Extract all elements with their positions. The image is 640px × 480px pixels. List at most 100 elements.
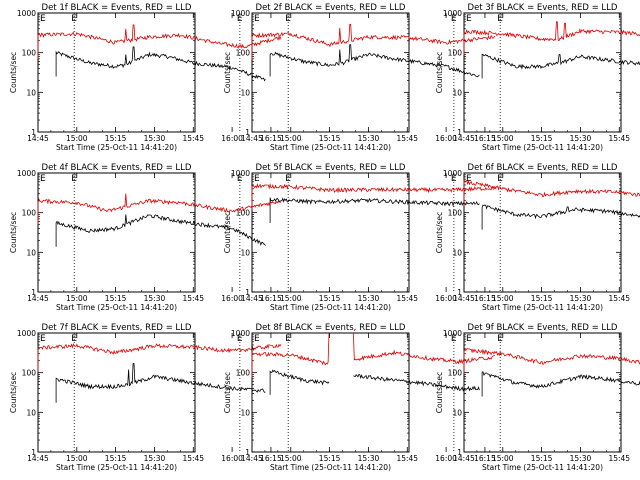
plot-frame bbox=[463, 332, 622, 453]
plot-frame bbox=[251, 332, 410, 453]
x-tick-label: 15:30 bbox=[358, 454, 380, 463]
x-tick-label: 15:00 bbox=[280, 294, 302, 303]
x-tick-label: 15:15 bbox=[531, 134, 553, 143]
x-tick-label: 15:30 bbox=[358, 294, 380, 303]
x-tick-label: 15:45 bbox=[396, 454, 418, 463]
x-tick-label: 16:15 bbox=[260, 294, 282, 303]
x-axis-label: Start Time (25-Oct-11 14:41:20) bbox=[56, 463, 177, 472]
x-tick-label: 15:15 bbox=[319, 294, 341, 303]
y-tick-label: 1000 bbox=[231, 169, 250, 178]
plot-frame bbox=[463, 12, 622, 133]
detector-panel: Det 1f BLACK = Events, RED = LLD 1 10 100 10… bbox=[9, 3, 282, 152]
x-tick-label: 16:00 bbox=[221, 294, 243, 303]
y-tick-label: 100 bbox=[236, 369, 251, 378]
y-tick-label: 1 bbox=[457, 288, 462, 297]
x-tick-label: 15:30 bbox=[144, 454, 166, 463]
y-tick-label: 1000 bbox=[231, 329, 250, 338]
marker-label: E bbox=[254, 14, 260, 24]
y-tick-label: 1 bbox=[245, 288, 250, 297]
y-tick-label: 100 bbox=[236, 209, 251, 218]
x-tick-label: 16:15 bbox=[260, 134, 282, 143]
marker-label: E bbox=[40, 174, 46, 184]
x-axis-label: Start Time (25-Oct-11 14:41:20) bbox=[56, 303, 177, 312]
y-tick-label: 100 bbox=[448, 209, 463, 218]
marker-label: E bbox=[71, 174, 77, 184]
plot-frame bbox=[251, 172, 410, 293]
x-tick-label: 15:00 bbox=[492, 134, 514, 143]
y-tick-label: 10 bbox=[452, 248, 462, 257]
x-axis-label: Start Time (25-Oct-11 14:41:20) bbox=[270, 303, 391, 312]
x-tick-label: 16:15 bbox=[474, 454, 496, 463]
x-tick-label: 15:15 bbox=[531, 454, 553, 463]
y-tick-label: 10 bbox=[240, 248, 250, 257]
y-tick-label: 10 bbox=[452, 408, 462, 417]
y-tick-label: 1000 bbox=[17, 169, 36, 178]
x-tick-label: 14:45 bbox=[453, 294, 475, 303]
y-axis-label: Counts/sec bbox=[9, 372, 18, 413]
events-rate-line bbox=[55, 214, 266, 247]
x-tick-label: 15:30 bbox=[358, 134, 380, 143]
x-tick-label: 15:00 bbox=[492, 454, 514, 463]
y-tick-label: 1 bbox=[457, 128, 462, 137]
y-tick-label: 100 bbox=[448, 369, 463, 378]
x-tick-label: 15:15 bbox=[319, 134, 341, 143]
x-axis-label: Start Time (25-Oct-11 14:41:20) bbox=[270, 143, 391, 152]
x-tick-label: 14:45 bbox=[27, 454, 49, 463]
events-rate-line bbox=[481, 204, 640, 230]
marker-label: E bbox=[254, 174, 260, 184]
marker-label: E bbox=[237, 334, 243, 344]
plot-frame bbox=[251, 12, 410, 133]
x-tick-label: 14:45 bbox=[241, 134, 263, 143]
panel-title: Det 6f BLACK = Events, RED = LLD bbox=[468, 163, 618, 173]
marker-label: E bbox=[466, 174, 472, 184]
detector-panel: Det 5f BLACK = Events, RED = LLD 1 10 100 10… bbox=[223, 163, 496, 312]
y-tick-label: 10 bbox=[26, 248, 36, 257]
x-axis-label: Start Time (25-Oct-11 14:41:20) bbox=[56, 143, 177, 152]
y-axis-label: Counts/sec bbox=[9, 212, 18, 253]
x-tick-label: 15:30 bbox=[144, 294, 166, 303]
y-tick-label: 100 bbox=[22, 369, 37, 378]
events-rate-line bbox=[269, 44, 480, 78]
x-tick-label: 15:15 bbox=[105, 294, 127, 303]
lld-rate-line bbox=[463, 179, 640, 206]
y-tick-label: 10 bbox=[240, 408, 250, 417]
marker-label: E bbox=[71, 14, 77, 24]
x-tick-label: 15:45 bbox=[608, 454, 630, 463]
x-tick-label: 15:00 bbox=[66, 454, 88, 463]
x-tick-label: 15:45 bbox=[182, 134, 204, 143]
marker-label: E bbox=[285, 14, 291, 24]
y-tick-label: 1 bbox=[31, 288, 36, 297]
events-rate-line bbox=[269, 197, 480, 223]
x-tick-label: 15:00 bbox=[280, 134, 302, 143]
x-tick-label: 15:00 bbox=[492, 294, 514, 303]
y-axis-label: Counts/sec bbox=[223, 212, 232, 253]
y-tick-label: 1 bbox=[457, 448, 462, 457]
marker-label: E bbox=[254, 334, 260, 344]
y-axis-label: Counts/sec bbox=[223, 372, 232, 413]
y-tick-label: 1 bbox=[245, 448, 250, 457]
lld-rate-line bbox=[251, 182, 496, 210]
y-tick-label: 1000 bbox=[443, 329, 462, 338]
x-axis-label: Start Time (25-Oct-11 14:41:20) bbox=[482, 143, 603, 152]
x-tick-label: 16:00 bbox=[435, 294, 457, 303]
detector-panel: Det 7f BLACK = Events, RED = LLD 1 10 100 10… bbox=[9, 323, 282, 472]
detector-panel: Det 6f BLACK = Events, RED = LLD 1 10 100 10… bbox=[435, 163, 640, 312]
marker-label: E bbox=[451, 14, 457, 24]
plot-frame bbox=[37, 12, 196, 133]
lld-rate-line bbox=[37, 24, 282, 59]
marker-label: E bbox=[451, 174, 457, 184]
x-tick-label: 15:45 bbox=[608, 134, 630, 143]
marker-label: E bbox=[466, 14, 472, 24]
marker-label: E bbox=[497, 14, 503, 24]
y-tick-label: 100 bbox=[236, 49, 251, 58]
x-tick-label: 15:45 bbox=[396, 294, 418, 303]
y-tick-label: 1000 bbox=[443, 9, 462, 18]
marker-label: E bbox=[71, 334, 77, 344]
panel-title: Det 1f BLACK = Events, RED = LLD bbox=[42, 3, 192, 13]
x-tick-label: 15:00 bbox=[66, 134, 88, 143]
detector-panel: Det 8f BLACK = Events, RED = LLD 1 10 100 10… bbox=[223, 323, 496, 472]
x-tick-label: 15:30 bbox=[570, 454, 592, 463]
panel-title: Det 9f BLACK = Events, RED = LLD bbox=[468, 323, 618, 333]
y-axis-label: Counts/sec bbox=[223, 52, 232, 93]
